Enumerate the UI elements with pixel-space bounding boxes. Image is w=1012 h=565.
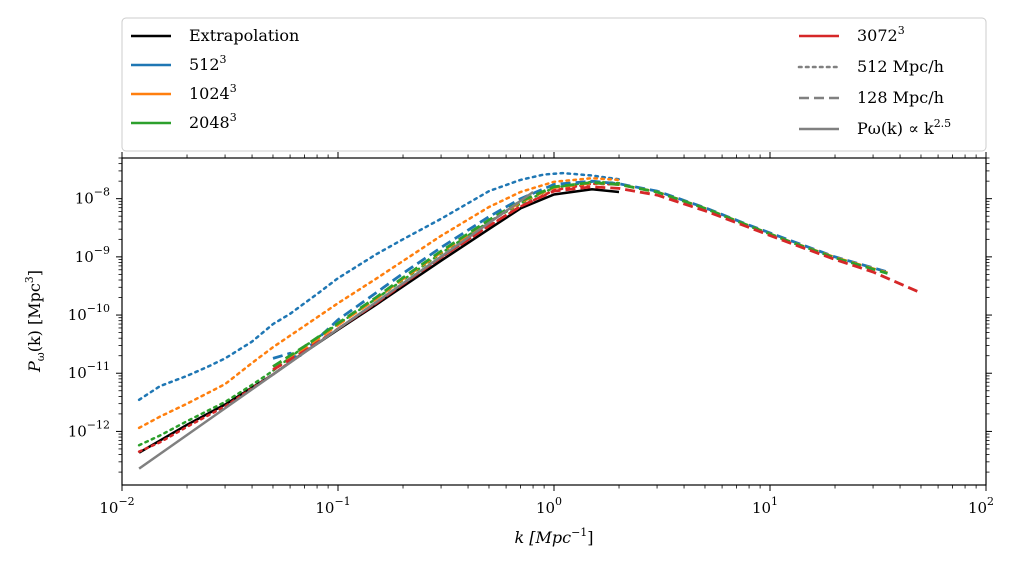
legend-label: Pω(k) ∝ k2.5: [857, 117, 951, 138]
series-line-9: [138, 190, 534, 470]
x-tick-label: 10−1: [315, 495, 350, 517]
series-layer: [137, 171, 922, 470]
x-tick-label: 100: [536, 495, 562, 517]
series-line-2: [137, 176, 621, 430]
y-tick-label: 10−9: [75, 244, 110, 266]
legend-entry-right-2: 128 Mpc/h: [799, 88, 944, 107]
y-tick-label: 10−8: [75, 186, 110, 208]
plot-frame: [121, 157, 987, 486]
x-tick-label: 10−2: [99, 495, 134, 517]
legend-frame: [121, 17, 987, 152]
legend-entry-left-1: 5123: [131, 53, 227, 74]
x-tick-label: 102: [968, 495, 994, 517]
legend-entry-left-0: Extrapolation: [131, 26, 299, 45]
y-axis-label: Pω(k) [Mpc3]: [23, 270, 47, 373]
legend-label: 30723: [857, 24, 905, 45]
series-line-8: [272, 185, 922, 371]
legend-entry-right-0: 30723: [799, 24, 905, 45]
series-line-1: [137, 171, 621, 402]
x-tick-label: 101: [752, 495, 778, 517]
legend-entry-left-3: 20483: [131, 111, 237, 132]
legend-label: 5123: [189, 53, 227, 74]
y-tick-label: 10−11: [68, 360, 110, 382]
legend-label: 20483: [189, 111, 237, 132]
y-tick-label: 10−10: [68, 302, 110, 324]
legend-label: 128 Mpc/h: [857, 88, 944, 107]
legend-label: 512 Mpc/h: [857, 57, 944, 76]
legend: Extrapolation 5123 10243 20483 30723 512 Mpc/…: [121, 17, 987, 152]
legend-label: Extrapolation: [189, 26, 299, 45]
y-tick-label: 10−12: [68, 418, 110, 440]
ticks-layer: 10−2 10−1 100 101 102 10−12 10−11 10−10 10−9 10−8: [68, 152, 994, 517]
legend-entry-right-3: Pω(k) ∝ k2.5: [799, 117, 951, 138]
legend-label: 10243: [189, 82, 237, 103]
x-axis-label: k [Mpc−1]: [514, 526, 593, 547]
legend-entry-right-1: 512 Mpc/h: [797, 57, 944, 76]
series-line-7: [272, 181, 888, 368]
legend-entry-left-2: 10243: [131, 82, 237, 103]
legend-items: Extrapolation 5123 10243 20483 30723 512 Mpc/…: [131, 24, 951, 138]
